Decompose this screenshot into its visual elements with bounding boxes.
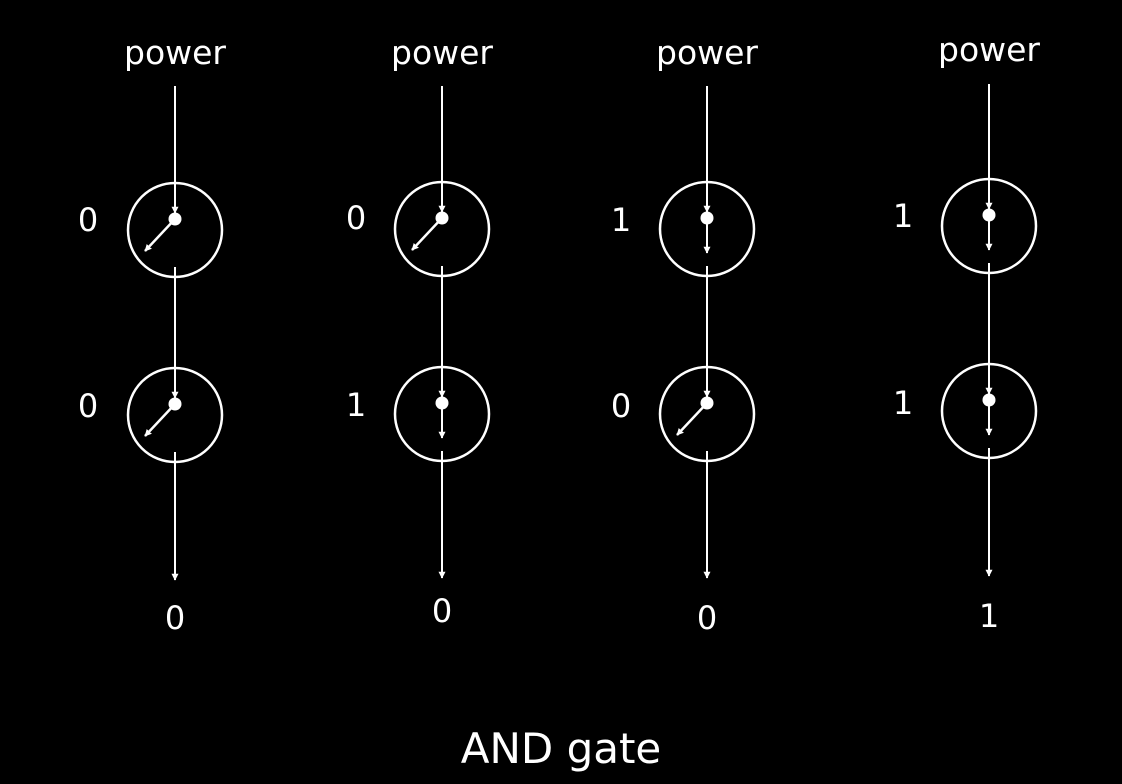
output-col-3: 0 (696, 599, 718, 637)
input-a-col-2: 0 (345, 199, 367, 237)
output-col-4: 1 (978, 597, 1000, 635)
switch-arm-open-b-col-1 (144, 403, 176, 437)
switch-arm-open-b-col-3 (676, 402, 708, 436)
switch-ring-a-col-3 (658, 180, 756, 278)
switch-ring-b-col-1 (126, 366, 224, 464)
input-b-col-2: 1 (345, 386, 367, 424)
input-b-col-1: 0 (77, 387, 99, 425)
switch-ring-a-col-4 (940, 177, 1038, 275)
switch-ring-b-col-2 (393, 365, 491, 463)
input-a-col-1: 0 (77, 201, 99, 239)
diagram-title: AND gate (460, 724, 662, 773)
switch-arm-open-a-col-2 (411, 217, 443, 251)
switch-arm-open-a-col-1 (144, 218, 176, 252)
input-a-col-3: 1 (610, 201, 632, 239)
power-label-col-2: power (391, 33, 493, 72)
output-col-2: 0 (431, 592, 453, 630)
switch-ring-b-col-4 (940, 362, 1038, 460)
switch-ring-b-col-3 (658, 365, 756, 463)
power-label-col-3: power (656, 33, 758, 72)
input-b-col-4: 1 (892, 384, 914, 422)
switch-ring-a-col-2 (393, 180, 491, 278)
output-col-1: 0 (164, 599, 186, 637)
power-label-col-4: power (938, 30, 1040, 69)
power-label-col-1: power (124, 33, 226, 72)
switch-ring-a-col-1 (126, 181, 224, 279)
input-a-col-4: 1 (892, 197, 914, 235)
input-b-col-3: 0 (610, 387, 632, 425)
